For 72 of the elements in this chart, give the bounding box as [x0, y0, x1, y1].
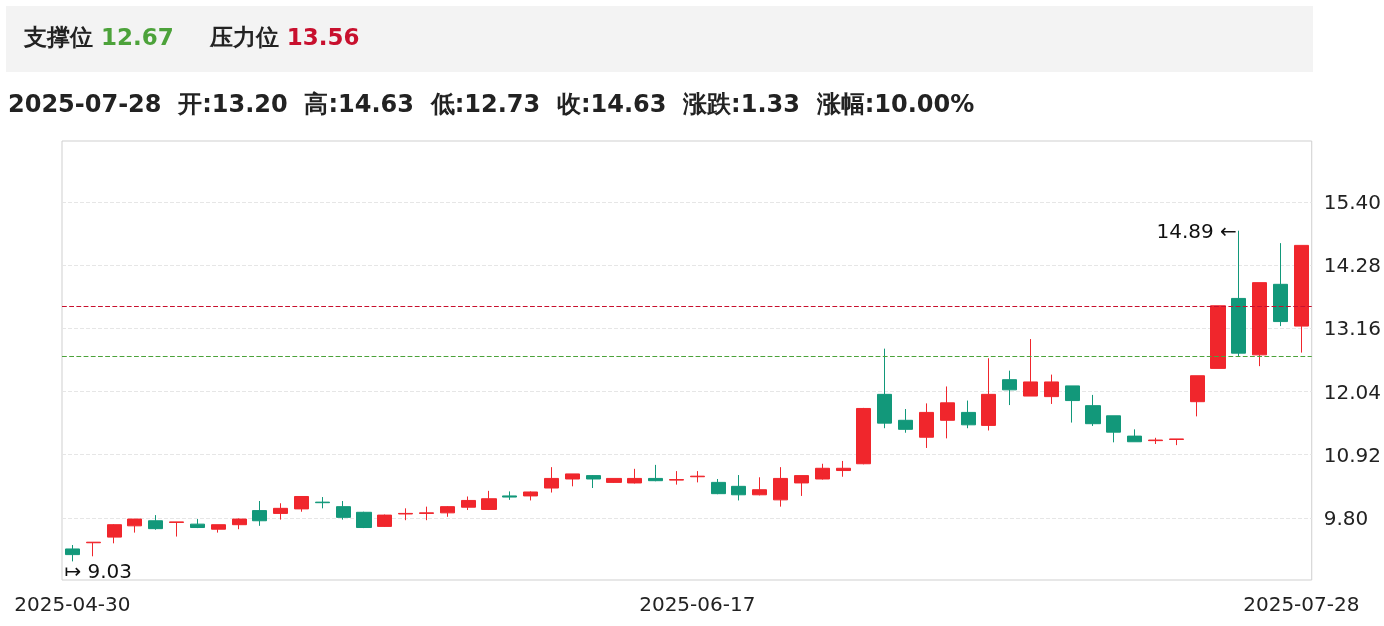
candlestick [1085, 394, 1101, 427]
candlestick [877, 348, 892, 429]
x-tick-label: 2025-07-28 [1243, 592, 1360, 616]
candlestick [898, 408, 913, 434]
candlestick [1023, 338, 1038, 397]
candlestick [502, 490, 517, 501]
candlestick [1294, 244, 1309, 354]
candlestick [336, 500, 351, 521]
candlestick [1065, 385, 1080, 424]
candlestick [919, 402, 934, 449]
candlestick [190, 518, 205, 529]
candlestick [565, 473, 580, 487]
candlestick [315, 496, 330, 509]
candlestick [815, 463, 830, 481]
candlestick [856, 407, 871, 465]
candlestick [648, 464, 663, 482]
candlestick [940, 385, 955, 439]
candlestick [731, 474, 746, 501]
candlestick [981, 357, 996, 431]
candlestick [398, 507, 413, 521]
candlestick [961, 400, 976, 429]
candlestick [148, 514, 163, 531]
candlestick [86, 541, 101, 557]
candlestick [356, 511, 372, 529]
candlestick [627, 468, 642, 485]
candlestick [773, 466, 788, 508]
candlestick [1148, 437, 1163, 445]
candlestick [1210, 305, 1226, 369]
candlestick [1273, 242, 1288, 327]
candlestick [419, 506, 434, 521]
x-tick-label: 2025-04-30 [14, 592, 131, 616]
candlestick [169, 521, 184, 538]
candlestick [232, 517, 247, 530]
candlestick [1252, 282, 1267, 367]
candlestick [1127, 428, 1142, 443]
y-tick-label: 9.80 [1323, 505, 1369, 530]
text: 支撑位 12.67 [24, 24, 174, 50]
candlestick [440, 505, 455, 518]
y-tick-label: 10.92 [1323, 442, 1382, 467]
candlestick [586, 474, 601, 489]
candlestick [127, 518, 142, 534]
candlestick [481, 490, 497, 511]
candlestick [294, 495, 309, 513]
candlestick [752, 476, 767, 496]
y-tick-label: 12.04 [1323, 379, 1382, 404]
candlestick [377, 514, 392, 528]
x-tick-label: 2025-06-17 [639, 592, 756, 616]
candlestick [211, 524, 226, 534]
candlestick [461, 495, 476, 511]
y-tick-label: 15.40 [1323, 189, 1382, 214]
candlestick [836, 460, 851, 478]
candlestick [794, 475, 809, 497]
candlestick [669, 470, 684, 486]
candlestick [1106, 415, 1121, 443]
candlestick [1169, 438, 1184, 446]
candlestick [544, 466, 559, 494]
candlestick [107, 523, 122, 544]
text: 压力位 13.56 [209, 24, 360, 50]
candlestick [252, 500, 267, 527]
candlestick [1044, 374, 1059, 405]
candlestick [273, 502, 288, 521]
candlestick [1002, 370, 1017, 406]
candlestick [606, 477, 622, 484]
chart-subtitle: 2025-07-28 开:13.20 高:14.63 低:12.73 收:14.63 涨跌:1.33 涨幅:10.00% [8, 89, 975, 120]
candlestick [711, 478, 726, 495]
y-tick-label: 13.16 [1323, 316, 1382, 341]
y-tick-label: 14.28 [1323, 253, 1382, 278]
candlestick [1190, 375, 1205, 417]
annotation: 14.89 ← [1156, 218, 1237, 243]
annotation: ↦ 9.03 [64, 559, 133, 584]
candlestick [523, 490, 538, 501]
candlestick [65, 544, 80, 562]
